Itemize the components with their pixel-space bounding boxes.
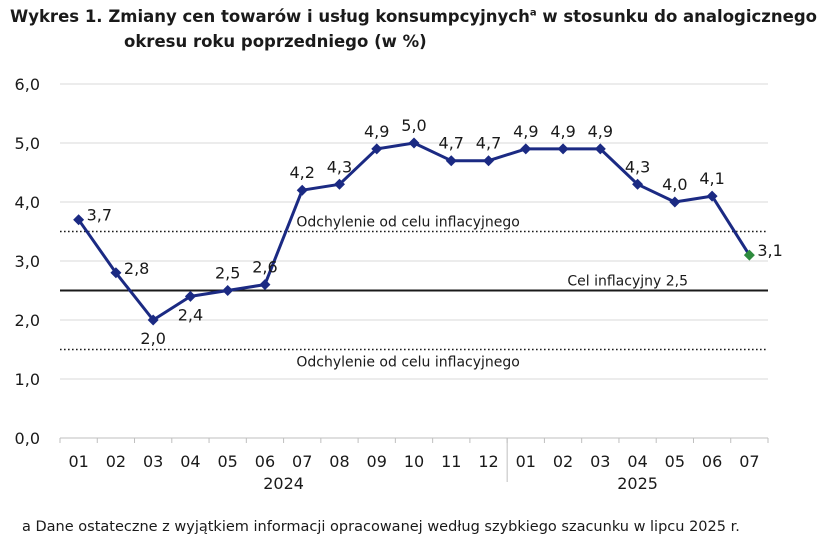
title-footnote-marker: a — [529, 7, 537, 19]
data-label: 3,1 — [757, 241, 782, 260]
data-point — [445, 155, 457, 167]
reference-line-label: Cel inflacyjny 2,5 — [567, 274, 688, 290]
data-label: 4,9 — [550, 122, 575, 141]
data-point — [184, 290, 196, 302]
data-label: 4,9 — [513, 122, 538, 141]
data-point — [557, 143, 569, 155]
y-tick-label: 2,0 — [15, 311, 40, 330]
reference-line-label: Odchylenie od celu inflacyjnego — [296, 355, 520, 371]
x-tick-label: 06 — [702, 452, 722, 471]
data-point — [483, 155, 495, 167]
data-label: 2,8 — [124, 259, 149, 278]
data-point — [371, 143, 383, 155]
x-tick-label: 04 — [180, 452, 200, 471]
x-tick-label: 07 — [292, 452, 312, 471]
data-label: 2,0 — [140, 329, 165, 348]
x-tick-label: 10 — [404, 452, 424, 471]
x-tick-label: 11 — [441, 452, 461, 471]
data-point — [706, 190, 718, 202]
y-tick-label: 1,0 — [15, 370, 40, 389]
data-point — [632, 178, 644, 190]
data-point — [259, 279, 271, 291]
data-label: 4,9 — [364, 122, 389, 141]
y-tick-label: 0,0 — [15, 429, 40, 448]
data-label: 2,5 — [215, 264, 240, 283]
y-tick-label: 4,0 — [15, 193, 40, 212]
data-label: 4,7 — [439, 134, 464, 153]
x-tick-label: 05 — [218, 452, 238, 471]
year-label: 2025 — [617, 474, 658, 493]
y-tick-label: 3,0 — [15, 252, 40, 271]
x-tick-label: 05 — [665, 452, 685, 471]
chart-title: Wykres 1. Zmiany cen towarów i usług kon… — [10, 4, 830, 54]
x-tick-label: 02 — [553, 452, 573, 471]
x-tick-label: 08 — [329, 452, 349, 471]
title-line1-main: Wykres 1. Zmiany cen towarów i usług kon… — [10, 7, 530, 26]
data-point — [333, 178, 345, 190]
data-point — [73, 214, 85, 226]
x-tick-label: 06 — [255, 452, 275, 471]
data-point — [222, 285, 234, 296]
x-tick-label: 01 — [68, 452, 88, 471]
x-tick-label: 07 — [739, 452, 759, 471]
data-point — [520, 143, 532, 155]
title-line1-tail: w stosunku do analogicznego — [536, 7, 817, 26]
data-point — [594, 143, 606, 155]
year-label: 2024 — [263, 474, 304, 493]
data-label: 4,0 — [662, 175, 687, 194]
y-tick-label: 6,0 — [15, 75, 40, 94]
data-label: 4,3 — [327, 157, 352, 176]
data-label: 4,2 — [289, 163, 314, 182]
x-tick-label: 01 — [516, 452, 536, 471]
data-point — [296, 184, 308, 196]
data-point — [408, 137, 420, 149]
data-point — [669, 196, 681, 208]
x-tick-label: 02 — [106, 452, 126, 471]
highlighted-data-point — [743, 249, 755, 261]
data-label: 4,3 — [625, 157, 650, 176]
data-label: 3,7 — [87, 206, 112, 225]
x-tick-label: 04 — [627, 452, 647, 471]
data-label: 2,6 — [252, 258, 277, 277]
data-point — [110, 267, 122, 279]
title-line2: okresu roku poprzedniego (w %) — [124, 32, 427, 51]
data-label: 4,9 — [588, 122, 613, 141]
x-tick-label: 09 — [367, 452, 387, 471]
data-label: 5,0 — [401, 116, 426, 135]
reference-line-label: Odchylenie od celu inflacyjnego — [296, 215, 520, 231]
y-tick-label: 5,0 — [15, 134, 40, 153]
data-label: 2,4 — [178, 305, 203, 324]
data-label: 4,1 — [699, 169, 724, 188]
x-tick-label: 12 — [478, 452, 498, 471]
x-tick-label: 03 — [143, 452, 163, 471]
data-point — [147, 314, 159, 326]
x-tick-label: 03 — [590, 452, 610, 471]
data-label: 4,7 — [476, 134, 501, 153]
footnote: a Dane ostateczne z wyjątkiem informacji… — [22, 519, 740, 535]
